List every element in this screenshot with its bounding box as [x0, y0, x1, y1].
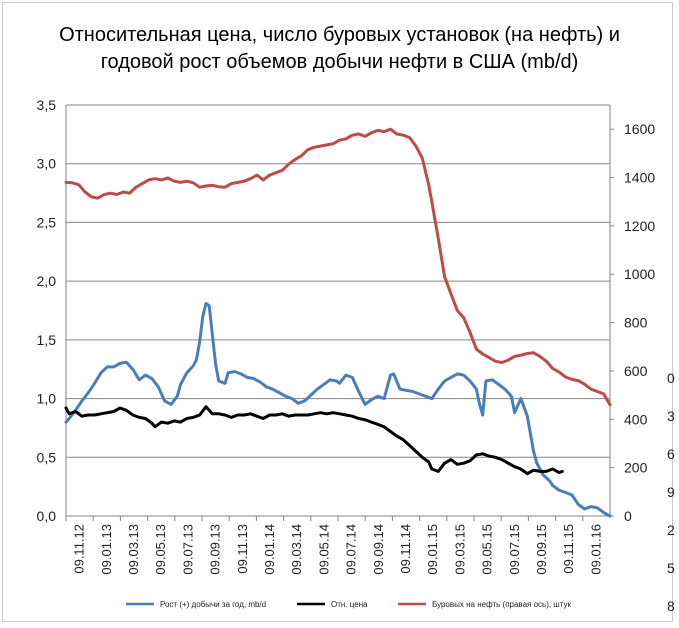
x-tick-label: 09.05.14	[316, 524, 331, 575]
y-left-tick-label: 3,0	[37, 156, 57, 172]
clipped-tick-label: 9	[667, 484, 675, 500]
left-axis-labels: 0,0 0,5 1,0 1,5 2,0 2,5 3,0 3,5	[37, 97, 57, 524]
x-tick-label: 09.01.14	[262, 524, 277, 575]
x-tick-label: 09.09.15	[534, 524, 549, 575]
x-tick-label: 09.03.15	[452, 524, 467, 575]
clipped-tick-label: 0	[667, 370, 675, 386]
series-line	[64, 302, 612, 518]
y-right-tick-label: 800	[624, 315, 648, 331]
x-tick-label: 09.11.13	[235, 524, 250, 574]
x-tick-label: 09.03.13	[126, 524, 141, 575]
y-left-tick-label: 3,5	[37, 97, 57, 113]
clipped-tick-label: 6	[667, 446, 675, 462]
legend-label: Рост (+) добычи за год, mb/d	[160, 600, 266, 609]
chart-title-line-2: годовой рост объемов добычи нефти в США …	[100, 51, 579, 73]
y-left-tick-label: 0,5	[37, 449, 57, 465]
x-axis-labels: 09.11.12 09.01.13 09.03.13 09.05.13 09.07.13…	[72, 524, 604, 575]
y-left-tick-label: 2,0	[37, 273, 57, 289]
y-right-tick-label: 400	[624, 411, 648, 427]
y-right-tick-label: 0	[624, 508, 632, 524]
y-right-tick-label: 1400	[624, 170, 655, 186]
chart-title-line-1: Относительная цена, число буровых устано…	[59, 24, 620, 46]
x-tick-label: 09.01.13	[99, 524, 114, 575]
x-tick-label: 09.07.14	[344, 524, 359, 575]
series-line	[64, 405, 564, 476]
legend-label: Отн. цена	[331, 600, 368, 609]
x-tick-label: 09.11.14	[398, 524, 413, 574]
x-tick-label: 09.05.15	[480, 524, 495, 575]
x-tick-label: 09.09.14	[371, 524, 386, 575]
clipped-tick-label: 3	[667, 408, 675, 424]
x-tick-label: 09.09.13	[208, 524, 223, 575]
y-left-tick-label: 1,0	[37, 391, 57, 407]
series-line	[64, 127, 612, 407]
chart-title: Относительная цена, число буровых устано…	[0, 22, 679, 76]
x-tick-label: 09.03.14	[289, 524, 304, 575]
y-left-tick-label: 1,5	[37, 332, 57, 348]
clipped-axis-labels: 0 3 6 9 2 5 8	[665, 360, 679, 628]
x-tick-label: 09.01.16	[588, 524, 603, 575]
y-right-tick-label: 1000	[624, 266, 655, 282]
y-right-tick-label: 1600	[624, 121, 655, 137]
gridlines	[65, 104, 614, 521]
y-right-tick-label: 200	[624, 460, 648, 476]
legend-label: Буровых на нефть (правая ось), штук	[432, 600, 571, 609]
y-right-tick-label: 600	[624, 363, 648, 379]
legend: Рост (+) добычи за год, mb/d Отн. цена Бур…	[126, 600, 571, 609]
x-tick-label: 09.07.15	[507, 524, 522, 575]
series-lines	[64, 127, 612, 518]
x-tick-label: 09.11.12	[72, 524, 87, 574]
x-tick-label: 09.05.13	[153, 524, 168, 575]
y-left-tick-label: 0,0	[37, 508, 57, 524]
clipped-tick-label: 8	[667, 598, 675, 614]
clipped-tick-label: 5	[667, 560, 675, 576]
right-axis-labels: 0 200 400 600 800 1000 1200 1400 1600	[624, 121, 655, 524]
x-tick-label: 09.11.15	[561, 524, 576, 574]
y-right-tick-label: 1200	[624, 218, 655, 234]
x-tick-label: 09.07.13	[180, 524, 195, 575]
y-left-tick-label: 2,5	[37, 214, 57, 230]
clipped-tick-label: 2	[667, 522, 675, 538]
x-tick-label: 09.01.15	[425, 524, 440, 575]
